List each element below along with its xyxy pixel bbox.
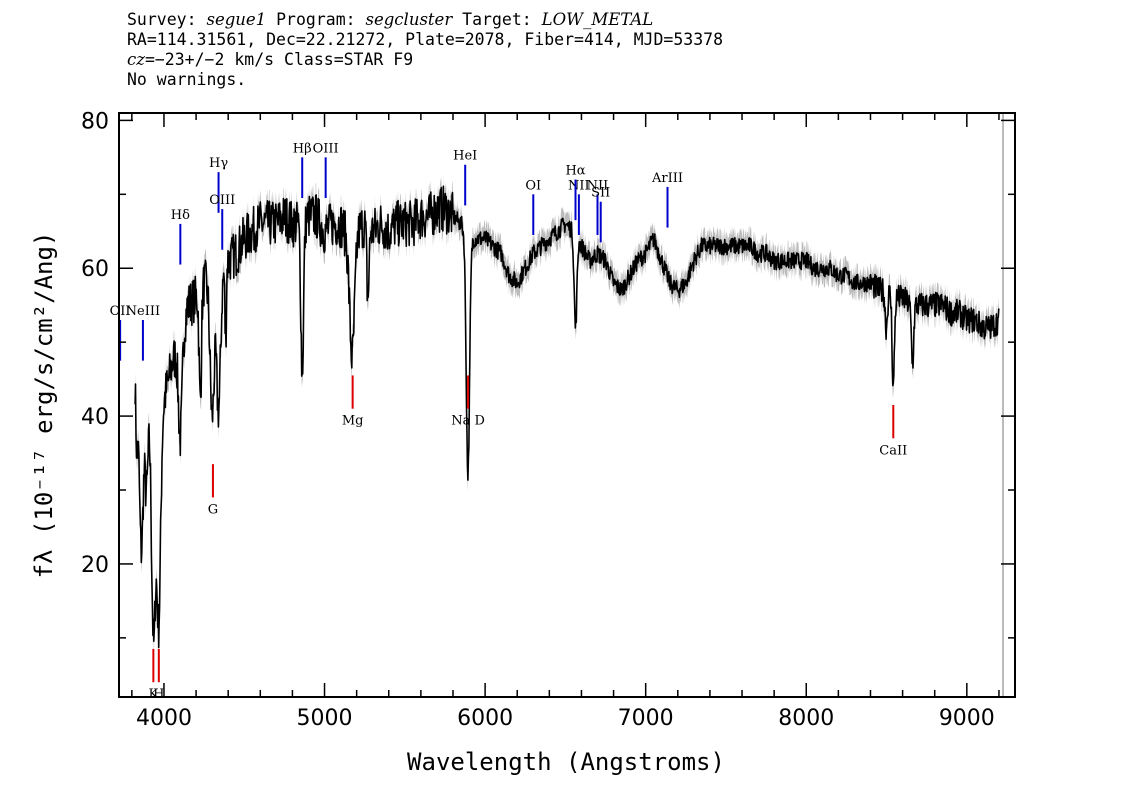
y-axis-title: fλ (10⁻¹⁷ erg/s/cm²/Ang) (30, 232, 58, 579)
survey-label: Survey: (127, 10, 207, 29)
x-tick-label: 7000 (618, 706, 674, 731)
emission-line-label: Hδ (171, 208, 190, 223)
emission-line-label: NeIII (126, 304, 160, 319)
flux-error-band (135, 174, 999, 660)
x-tick-label: 5000 (297, 706, 353, 731)
header-line-3: cz=−23+/−2 km/s Class=STAR F9 (127, 50, 723, 70)
emission-line-label: OI (525, 178, 541, 193)
cz-value: =−23+/−2 (144, 50, 225, 69)
emission-line-label: OIII (313, 141, 339, 156)
emission-line-label: NII (587, 178, 609, 193)
program-label: Program: (266, 10, 366, 29)
target-value: LOW_METAL (541, 10, 654, 29)
error-band-layer (135, 174, 999, 660)
absorption-line-label: K (149, 687, 159, 702)
emission-line-label: Hα (565, 164, 585, 179)
cz-label: cz (127, 50, 145, 69)
flux-layer (134, 185, 1000, 649)
absorption-line-label: CaII (879, 443, 907, 458)
x-tick-label: 9000 (939, 706, 995, 731)
y-tick-label: 80 (81, 109, 109, 134)
target-label: Target: (452, 10, 542, 29)
class-text: km/s Class=STAR F9 (224, 50, 414, 69)
header-line-2: RA=114.31561, Dec=22.21272, Plate=2078, … (127, 30, 724, 49)
emission-line-label: NII (568, 178, 590, 193)
flux-series-line (134, 185, 1000, 649)
x-tick-label: 6000 (457, 706, 513, 731)
header-line-1: Survey: segue1 Program: segcluster Targe… (127, 10, 723, 30)
x-axis-title: Wavelength (Angstroms) (407, 748, 725, 776)
y-tick-label: 60 (81, 257, 109, 282)
plot-frame (118, 112, 1016, 698)
x-tick-label: 8000 (778, 706, 834, 731)
absorption-line-label: H (153, 687, 164, 702)
emission-line-label: HeI (453, 149, 477, 164)
emission-line-label: OII (110, 304, 131, 319)
header-line-4: No warnings. (127, 70, 247, 89)
absorption-line-label: Mg (342, 414, 364, 429)
spectrum-header: Survey: segue1 Program: segcluster Targe… (127, 10, 723, 90)
x-tick-label: 4000 (136, 706, 192, 731)
emission-line-label: ArIII (651, 171, 683, 186)
emission-line-label: Hβ (293, 141, 312, 156)
absorption-line-label: G (208, 502, 218, 517)
absorption-line-label: Na D (451, 414, 485, 429)
program-value: segcluster (365, 10, 453, 29)
y-tick-label: 40 (81, 405, 109, 430)
emission-line-label: Hγ (209, 156, 228, 171)
y-tick-label: 20 (81, 553, 109, 578)
emission-line-label: OIII (209, 193, 235, 208)
emission-line-label: SII (591, 186, 610, 201)
survey-value: segue1 (206, 10, 267, 29)
axes-layer: 4000 5000 6000 7000 8000 9000 20 40 60 80 (81, 109, 1016, 731)
